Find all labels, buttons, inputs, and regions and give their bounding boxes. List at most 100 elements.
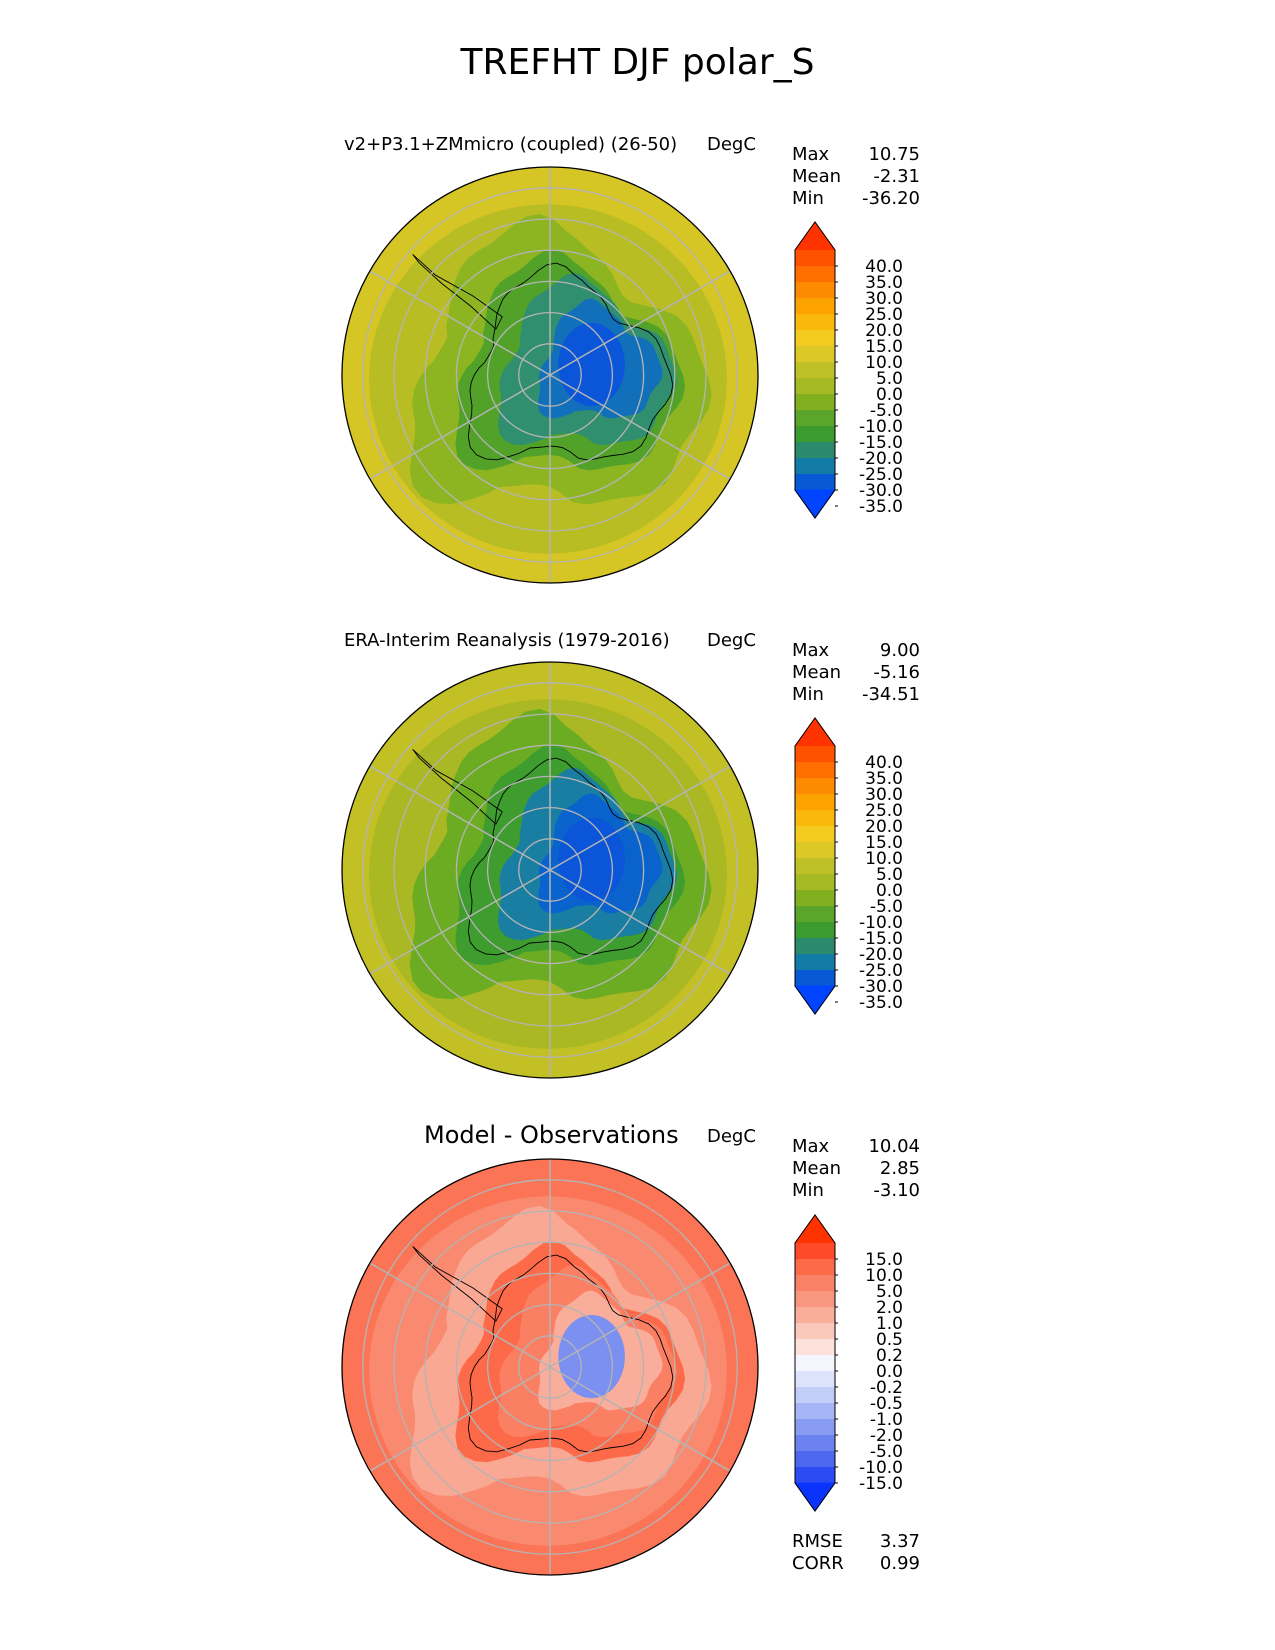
metric-rmse: RMSE 3.37 xyxy=(792,1531,920,1552)
colorbar-extend-min xyxy=(794,489,836,519)
colorbar-tick-label: -30.0 xyxy=(859,481,903,501)
colorbar-tick-label: 0.0 xyxy=(876,385,903,405)
graticule xyxy=(362,1159,738,1575)
colorbar-segment xyxy=(795,394,835,411)
field-interior-core xyxy=(558,1315,625,1399)
colorbar-segment xyxy=(795,810,835,827)
colorbar-segment xyxy=(795,346,835,363)
colorbar-segment xyxy=(795,298,835,315)
panel-1-units: DegC xyxy=(707,134,756,155)
colorbar-extend-min xyxy=(794,1482,836,1512)
colorbar-segment xyxy=(795,842,835,859)
colorbar-segment xyxy=(795,362,835,379)
map-field xyxy=(342,167,758,583)
colorbar-tick-label: -10.0 xyxy=(859,1458,903,1478)
colorbar-tick-label: 5.0 xyxy=(876,369,903,389)
colorbar-segment xyxy=(795,442,835,459)
polar-map-difference xyxy=(341,1158,759,1576)
colorbar-segment xyxy=(795,1467,835,1484)
figure-title: TREFHT DJF polar_S xyxy=(460,42,815,83)
map-field xyxy=(342,1159,758,1575)
colorbar-segment xyxy=(795,426,835,443)
colorbar-segment xyxy=(795,1339,835,1356)
colorbar-segment xyxy=(795,330,835,347)
colorbar-segment xyxy=(795,906,835,923)
map-boundary xyxy=(341,1158,759,1576)
panel-2-units: DegC xyxy=(707,630,756,651)
field-interior-core xyxy=(558,818,625,902)
colorbar-tick-label: -5.0 xyxy=(870,897,903,917)
stat-min: Min -3.10 xyxy=(792,1180,920,1201)
panel-2-title: ERA-Interim Reanalysis (1979-2016) xyxy=(344,630,670,651)
graticule xyxy=(362,167,738,583)
colorbar-tick-label: 25.0 xyxy=(865,305,903,325)
colorbar-extend-max xyxy=(794,1214,836,1244)
panel-1-title: v2+P3.1+ZMmicro (coupled) (26-50) xyxy=(344,134,678,155)
panel-2-stats: Max 9.00 Mean -5.16 Min -34.51 xyxy=(792,640,920,706)
peninsula-coastline xyxy=(412,749,503,825)
colorbar-tick-label: -10.0 xyxy=(859,417,903,437)
coastline xyxy=(467,1254,674,1453)
colorbar-segment xyxy=(795,954,835,971)
colorbar-segment xyxy=(795,874,835,891)
peninsula-coastline xyxy=(412,1246,503,1322)
colorbar-segment xyxy=(795,1451,835,1468)
colorbar-segment xyxy=(795,282,835,299)
colorbar-segment xyxy=(795,858,835,875)
field-interior-core xyxy=(558,323,625,407)
colorbar-segment xyxy=(795,410,835,427)
colorbar-segment xyxy=(795,1291,835,1308)
colorbar-segment xyxy=(795,1243,835,1260)
colorbar-tick-label: -30.0 xyxy=(859,977,903,997)
colorbar-tick-label: 0.5 xyxy=(876,1330,903,1350)
colorbar-extend-max xyxy=(794,717,836,747)
panel-3-metrics: RMSE 3.37 CORR 0.99 xyxy=(792,1531,920,1575)
colorbar-tick-label: 35.0 xyxy=(865,769,903,789)
meridian-line xyxy=(369,765,731,975)
colorbar-tick-label: 10.0 xyxy=(865,1266,903,1286)
colorbar-tick-label: 10.0 xyxy=(865,353,903,373)
colorbar-tick-label: -10.0 xyxy=(859,913,903,933)
colorbar-difference: 15.010.05.02.01.00.50.20.0-0.2-0.5-1.0-2… xyxy=(794,1214,903,1512)
stat-max: Max 10.04 xyxy=(792,1136,920,1157)
colorbar-segment xyxy=(795,1259,835,1276)
colorbar-tick-label: 10.0 xyxy=(865,849,903,869)
colorbar-tick-label: -0.5 xyxy=(870,1394,903,1414)
map-boundary xyxy=(341,661,759,1079)
colorbar-segment xyxy=(795,474,835,491)
colorbar-segment xyxy=(795,794,835,811)
colorbar-tick-label: 0.0 xyxy=(876,1362,903,1382)
colorbar-segment xyxy=(795,378,835,395)
colorbar-tick-label: 30.0 xyxy=(865,289,903,309)
colorbar-segment xyxy=(795,938,835,955)
polar-map-model xyxy=(341,166,759,584)
colorbar-segment xyxy=(795,266,835,283)
colorbar-tick-label: 5.0 xyxy=(876,865,903,885)
graticule xyxy=(362,662,738,1078)
stat-mean: Mean -5.16 xyxy=(792,662,920,683)
colorbar-segment xyxy=(795,746,835,763)
stat-min: Min -34.51 xyxy=(792,684,920,705)
meridian-line xyxy=(369,270,731,480)
colorbar-segment xyxy=(795,778,835,795)
map-boundary xyxy=(341,166,759,584)
colorbar-tick-label: 35.0 xyxy=(865,273,903,293)
panel-3-title: Model - Observations xyxy=(424,1121,679,1149)
panel-3-stats: Max 10.04 Mean 2.85 Min -3.10 xyxy=(792,1136,920,1202)
colorbar-tick-label: 40.0 xyxy=(865,753,903,773)
colorbar-tick-label: -15.0 xyxy=(859,929,903,949)
colorbar-tick-label: -25.0 xyxy=(859,961,903,981)
colorbar-tick-label: -15.0 xyxy=(859,433,903,453)
colorbar-tick-label: -1.0 xyxy=(870,1410,903,1430)
colorbar-segment xyxy=(795,314,835,331)
colorbar-tick-label: -20.0 xyxy=(859,449,903,469)
colorbar-segment xyxy=(795,922,835,939)
colorbar-segment xyxy=(795,826,835,843)
colorbar-tick-label: 20.0 xyxy=(865,817,903,837)
colorbar-tick-label: 0.0 xyxy=(876,881,903,901)
stat-mean: Mean 2.85 xyxy=(792,1158,920,1179)
coastline xyxy=(467,262,674,461)
colorbar-tick-label: 1.0 xyxy=(876,1314,903,1334)
colorbar-tick-label: 5.0 xyxy=(876,1282,903,1302)
stat-mean: Mean -2.31 xyxy=(792,166,920,187)
